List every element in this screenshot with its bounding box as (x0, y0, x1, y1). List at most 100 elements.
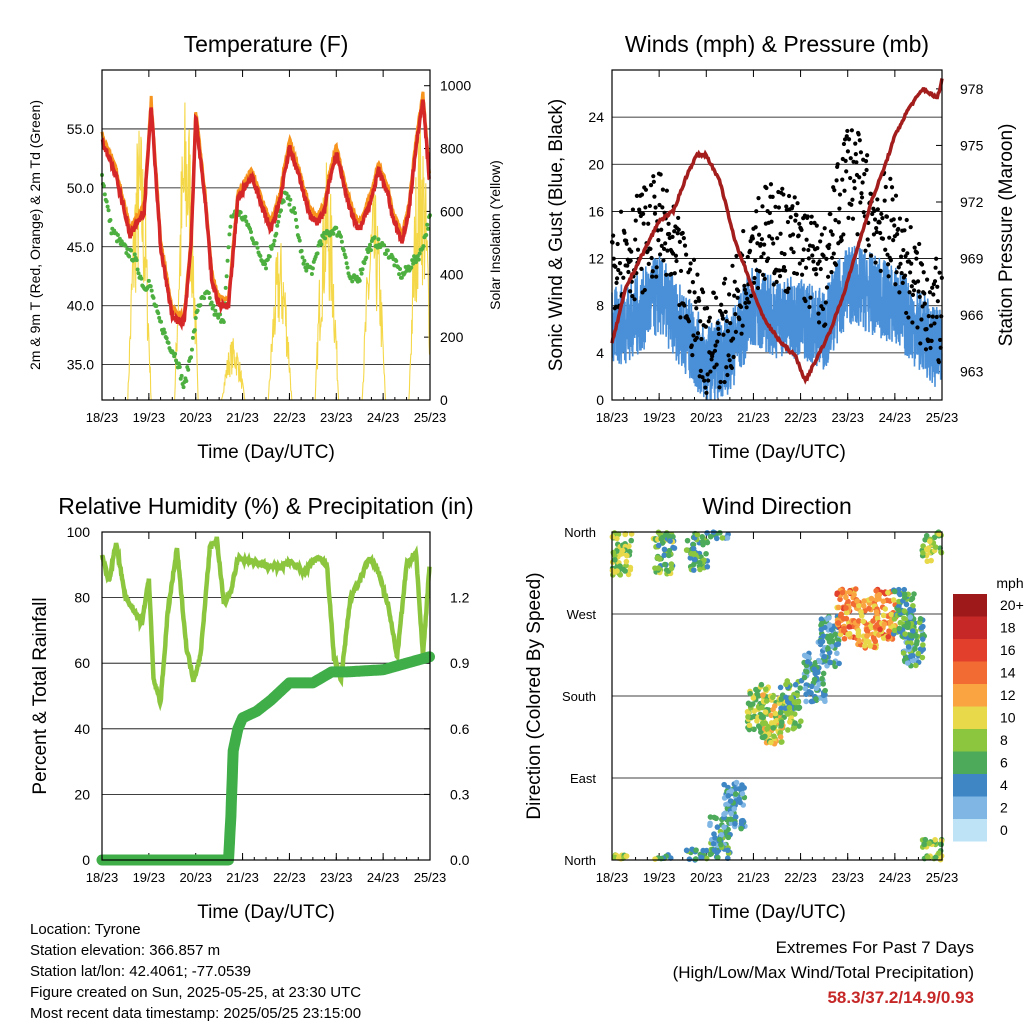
x-tick-label: 24/23 (367, 870, 400, 885)
gust-point (818, 266, 823, 272)
wind-direction-point (801, 674, 808, 681)
y-tick-label: 50.0 (67, 180, 94, 196)
wind-direction-point (864, 626, 870, 633)
gust-point (909, 284, 914, 289)
dewpoint-point (157, 315, 162, 320)
dewpoint-point (293, 210, 298, 215)
y-tick-label: North (564, 525, 596, 540)
station-elevation: Station elevation: 366.857 m (30, 942, 221, 959)
x-tick-label: 19/23 (133, 870, 166, 885)
dewpoint-point (181, 385, 186, 390)
dewpoint-point (296, 235, 301, 240)
gust-point (613, 264, 618, 269)
gust-point (665, 248, 670, 253)
dewpoint-point (360, 267, 365, 272)
dewpoint-point (228, 224, 233, 229)
gust-point (687, 267, 693, 272)
y2-tick-label: 0.0 (450, 852, 470, 868)
gust-point (853, 152, 858, 157)
y2-tick-label: 800 (440, 141, 464, 157)
speed-legend-swatch (953, 796, 987, 819)
wind-direction-point (852, 586, 859, 592)
wind-direction-point (737, 786, 743, 792)
gust-point (635, 247, 641, 252)
dewpoint-point (195, 308, 200, 313)
y2-tick-label: 0.9 (450, 655, 470, 671)
wind-direction-point (615, 531, 622, 537)
dewpoint-point (417, 251, 422, 256)
gust-point (628, 289, 633, 294)
gust-point (646, 261, 651, 266)
wind-direction-point (808, 698, 815, 705)
dewpoint-point (176, 361, 181, 366)
gust-point (758, 242, 763, 247)
wind-direction-point (901, 586, 908, 593)
dewpoint-point (394, 258, 399, 263)
gust-point (672, 229, 677, 234)
wind-direction-point (783, 681, 789, 688)
gust-point (659, 227, 664, 232)
x-tick-label: 19/23 (133, 410, 166, 425)
gust-point (706, 378, 711, 383)
dewpoint-point (207, 296, 212, 301)
gust-point (872, 208, 877, 214)
gust-point (930, 285, 935, 290)
y-tick-label: 100 (67, 524, 91, 540)
wind-direction-point (819, 675, 825, 682)
gust-point (739, 331, 744, 336)
wind-direction-point (739, 790, 746, 797)
gust-point (799, 227, 804, 233)
temperature-y2label: Solar Insolation (Yellow) (487, 160, 503, 310)
winds-panel: Winds (mph) & Pressure (mb) Time (Day/UTC… (546, 31, 1017, 463)
gust-point (807, 304, 812, 310)
gust-point (853, 141, 858, 146)
gust-point (643, 205, 648, 210)
gust-point (857, 138, 862, 143)
wind-direction-point (860, 618, 867, 625)
wind-direction-point (747, 690, 754, 697)
wind-direction-point (704, 563, 711, 570)
wind-direction-point (826, 622, 833, 628)
wind-direction-point (778, 739, 785, 745)
gust-point (654, 265, 659, 270)
dewpoint-point (218, 312, 223, 317)
wind-direction-point (737, 799, 743, 806)
x-tick-label: 22/23 (273, 410, 306, 425)
gust-point (712, 348, 718, 353)
wind-direction-point (812, 660, 819, 666)
gust-point (844, 134, 849, 139)
gust-point (629, 249, 634, 254)
temperature-ylabel: 2m & 9m T (Red, Orange) & 2m Td (Green) (27, 100, 43, 370)
gust-point (842, 188, 847, 193)
gust-point (764, 185, 769, 191)
humidity-panel: Relative Humidity (%) & Precipitation (i… (30, 493, 474, 923)
wind-direction-point (732, 791, 739, 797)
dewpoint-point (368, 248, 373, 253)
gust-point (621, 275, 626, 280)
gust-point (614, 280, 619, 285)
wind-direction-point (707, 822, 713, 829)
station-pressure-line (610, 78, 944, 385)
gust-point (914, 250, 920, 255)
wind-direction-point (801, 652, 808, 659)
gust-point (801, 247, 806, 252)
speed-legend-label: 2 (1000, 800, 1008, 816)
gust-point (680, 230, 685, 236)
gust-point (815, 246, 820, 251)
gust-point (859, 195, 865, 200)
gust-point (912, 245, 917, 250)
wind-direction-point (768, 739, 774, 746)
wind-direction-point (897, 591, 903, 598)
wind-direction-point (866, 638, 872, 645)
gust-point (893, 193, 899, 198)
gust-point (753, 258, 758, 263)
gust-point (744, 305, 749, 310)
wind-direction-point (851, 592, 857, 598)
y2-tick-label: 1000 (440, 78, 471, 94)
station-location: Location: Tyrone (30, 921, 141, 938)
wind-direction-point (932, 854, 939, 861)
gust-point (650, 269, 655, 274)
gust-point (831, 251, 836, 256)
gust-point (848, 175, 853, 181)
gust-point (732, 293, 737, 298)
